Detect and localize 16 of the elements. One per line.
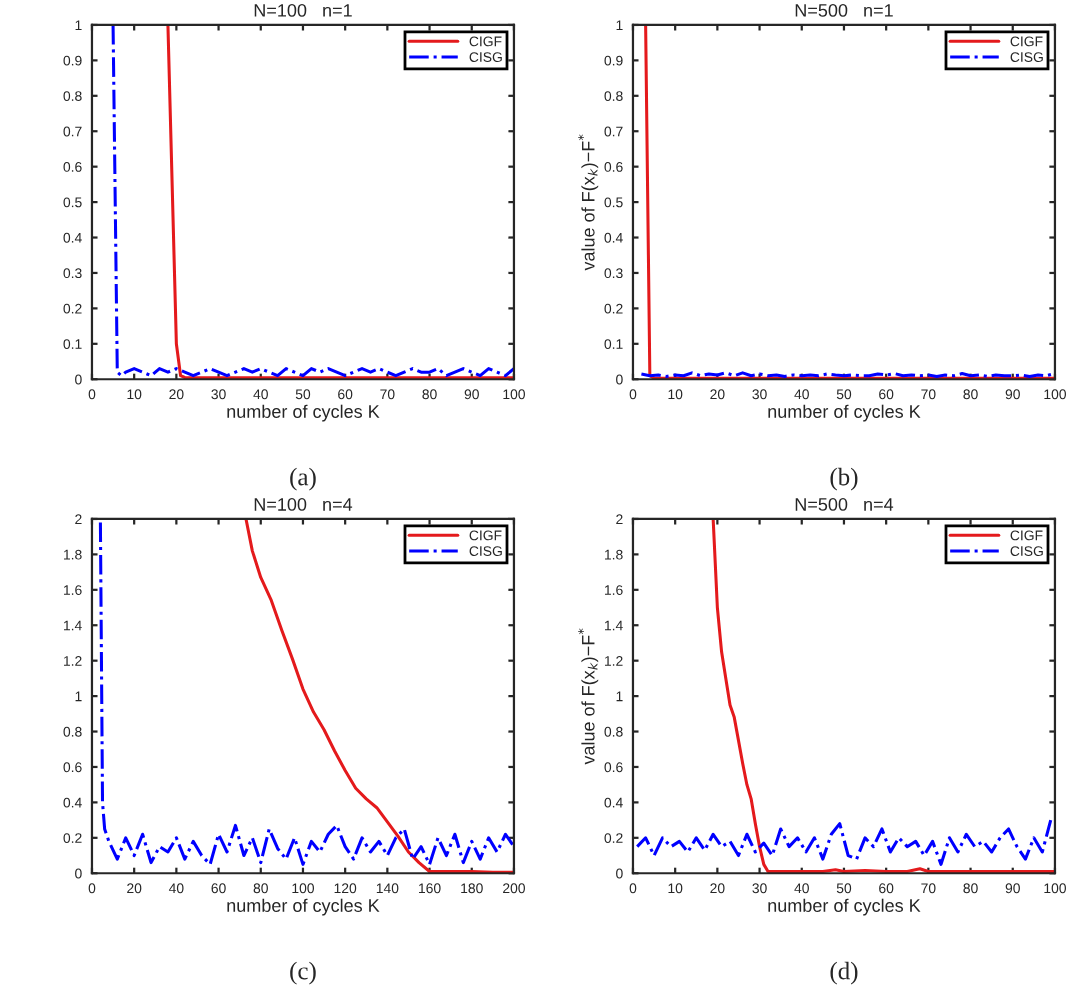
y-axis-title: value of F(x$_{k}$)−F$^{*}$ [578, 628, 599, 765]
chart-title: N=100 n=4 [254, 498, 353, 511]
text: (a) [290, 467, 316, 491]
x-axis-title: number of cycles K [768, 898, 921, 916]
y-axis-title: value of F(x$_{k}$)−F$^{*}$ [578, 134, 599, 271]
chart-title: N=500 n=1 [795, 4, 893, 17]
text: (d) [830, 961, 858, 985]
x-axis-title: number of cycles K [227, 898, 380, 916]
line-series [635, 818, 1053, 866]
x-axis-title: number of cycles K [768, 404, 921, 422]
line-series [98, 520, 514, 866]
chart-title: N=100 n=1 [254, 4, 352, 17]
text: (c) [290, 961, 316, 985]
chart-title: N=500 n=4 [795, 498, 894, 511]
x-axis-title: number of cycles K [227, 404, 380, 422]
text: (b) [830, 467, 858, 491]
